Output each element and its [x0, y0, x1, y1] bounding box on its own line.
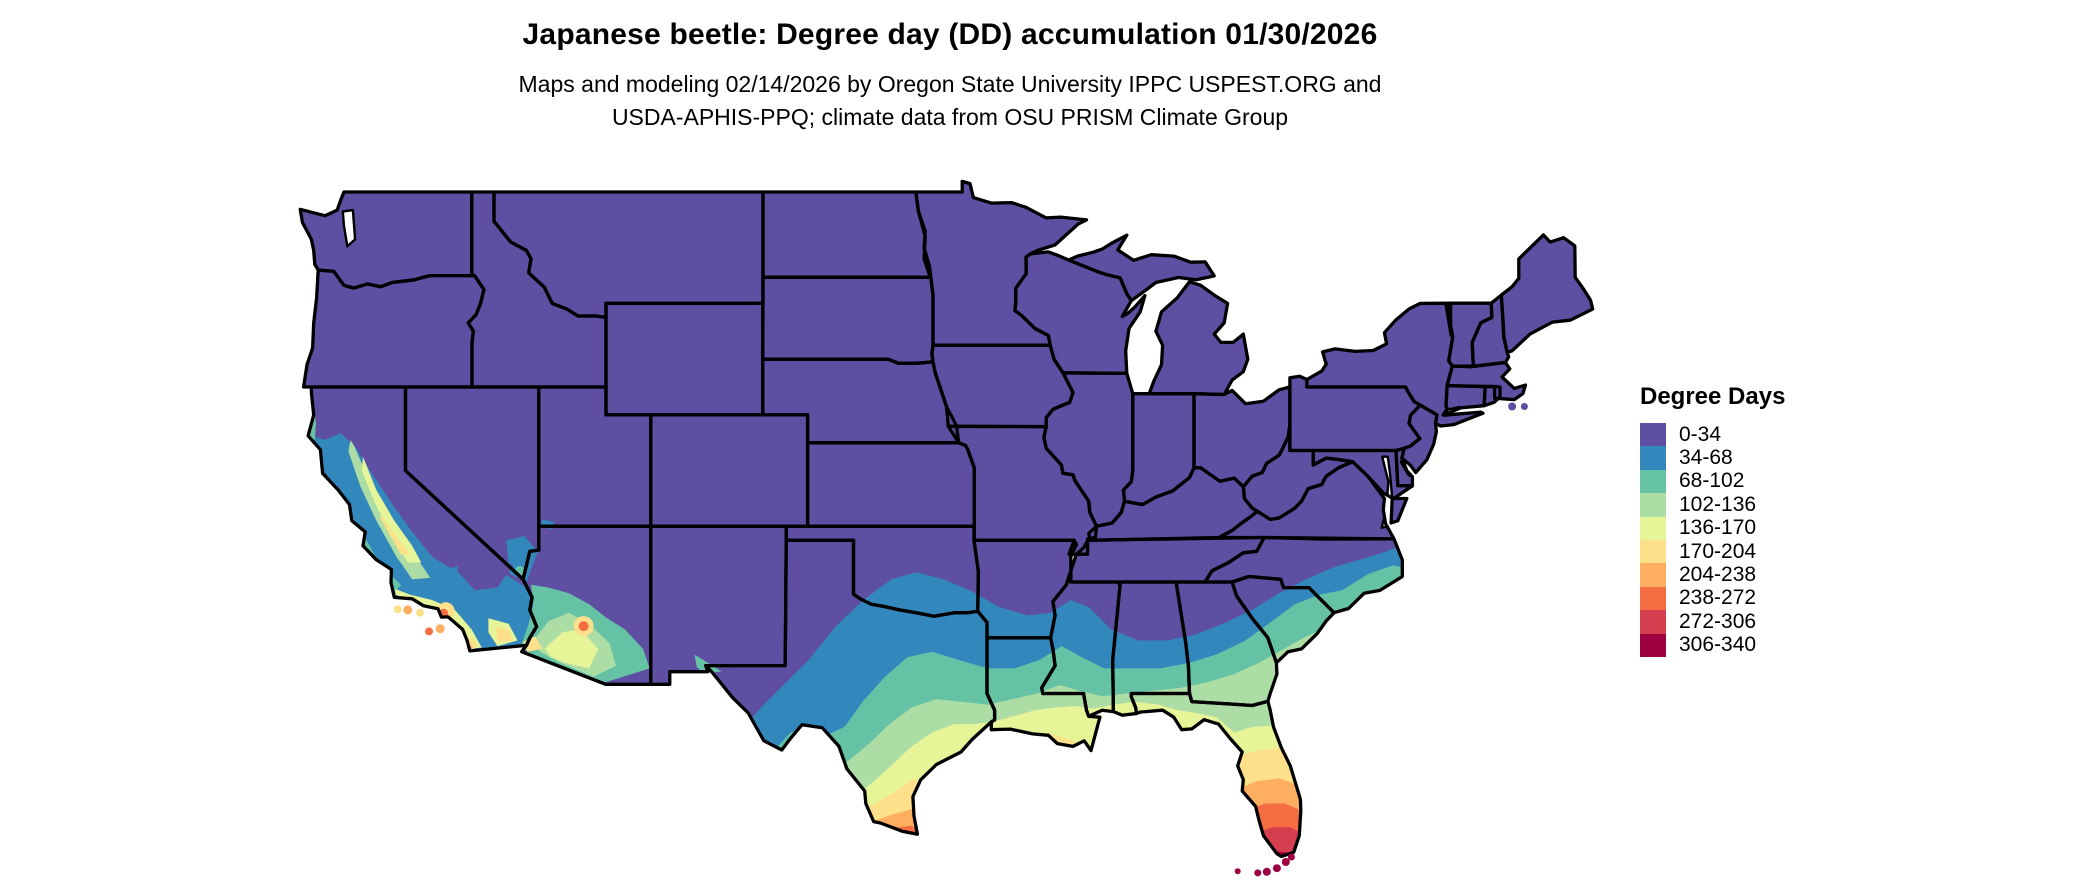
legend: Degree Days 0-34 34-68 68-102 102-136 136-17…: [1640, 383, 1785, 657]
legend-item: 204-238: [1640, 563, 1785, 587]
legend-items: 0-34 34-68 68-102 102-136 136-170 170-204 204-…: [1640, 423, 1785, 657]
legend-swatch: [1640, 446, 1666, 470]
legend-item: 306-340: [1640, 633, 1785, 657]
legend-item: 170-204: [1640, 539, 1785, 564]
state-border: [306, 385, 539, 653]
legend-swatch: [1640, 423, 1666, 447]
legend-swatch: [1640, 539, 1666, 564]
legend-swatch: [1640, 610, 1666, 634]
legend-label: 306-340: [1679, 633, 1757, 657]
legend-item: 272-306: [1640, 609, 1785, 634]
legend-swatch: [1640, 633, 1666, 657]
legend-item: 34-68: [1640, 446, 1785, 470]
state-border: [1230, 574, 1336, 665]
state-border: [1147, 280, 1250, 397]
legend-swatch: [1640, 516, 1666, 540]
state-border: [1389, 496, 1409, 525]
legend-label: 136-170: [1679, 516, 1757, 540]
legend-label: 68-102: [1679, 469, 1745, 493]
state-border: [1013, 250, 1147, 376]
chart-subtitle: Maps and modeling 02/14/2026 by Oregon S…: [0, 68, 1900, 134]
legend-swatch: [1640, 493, 1666, 517]
legend-label: 102-136: [1679, 492, 1757, 516]
chart-subtitle-line2: USDA-APHIS-PPQ; climate data from OSU PR…: [611, 104, 1289, 130]
legend-item: 68-102: [1640, 469, 1785, 494]
state-border: [1442, 383, 1487, 417]
legend-label: 170-204: [1679, 539, 1757, 563]
legend-label: 204-238: [1679, 563, 1757, 587]
legend-label: 0-34: [1679, 422, 1722, 446]
legend-label: 272-306: [1679, 609, 1757, 633]
legend-swatch: [1640, 469, 1666, 494]
state-border: [1241, 423, 1355, 522]
state-border: [1445, 360, 1528, 402]
state-border: [1499, 233, 1595, 355]
chart-subtitle-line1: Maps and modeling 02/14/2026 by Oregon S…: [518, 71, 1382, 97]
state-borders: [298, 179, 1595, 859]
legend-label: 238-272: [1679, 586, 1757, 610]
legend-swatch: [1640, 586, 1666, 611]
state-border: [1400, 403, 1439, 475]
legend-item: 102-136: [1640, 492, 1785, 517]
legend-item: 0-34: [1640, 422, 1785, 447]
legend-label: 34-68: [1679, 446, 1733, 470]
state-border: [704, 538, 997, 836]
legend-item: 238-272: [1640, 586, 1785, 611]
legend-title: Degree Days: [1640, 383, 1786, 410]
offshore-islands: [393, 402, 1528, 877]
chart-title: Japanese beetle: Degree day (DD) accumul…: [522, 18, 1378, 51]
state-border: [1129, 691, 1303, 859]
legend-item: 136-170: [1640, 516, 1785, 540]
legend-swatch: [1640, 563, 1666, 587]
figure-header: Japanese beetle: Degree day (DD) accumul…: [0, 0, 1900, 134]
